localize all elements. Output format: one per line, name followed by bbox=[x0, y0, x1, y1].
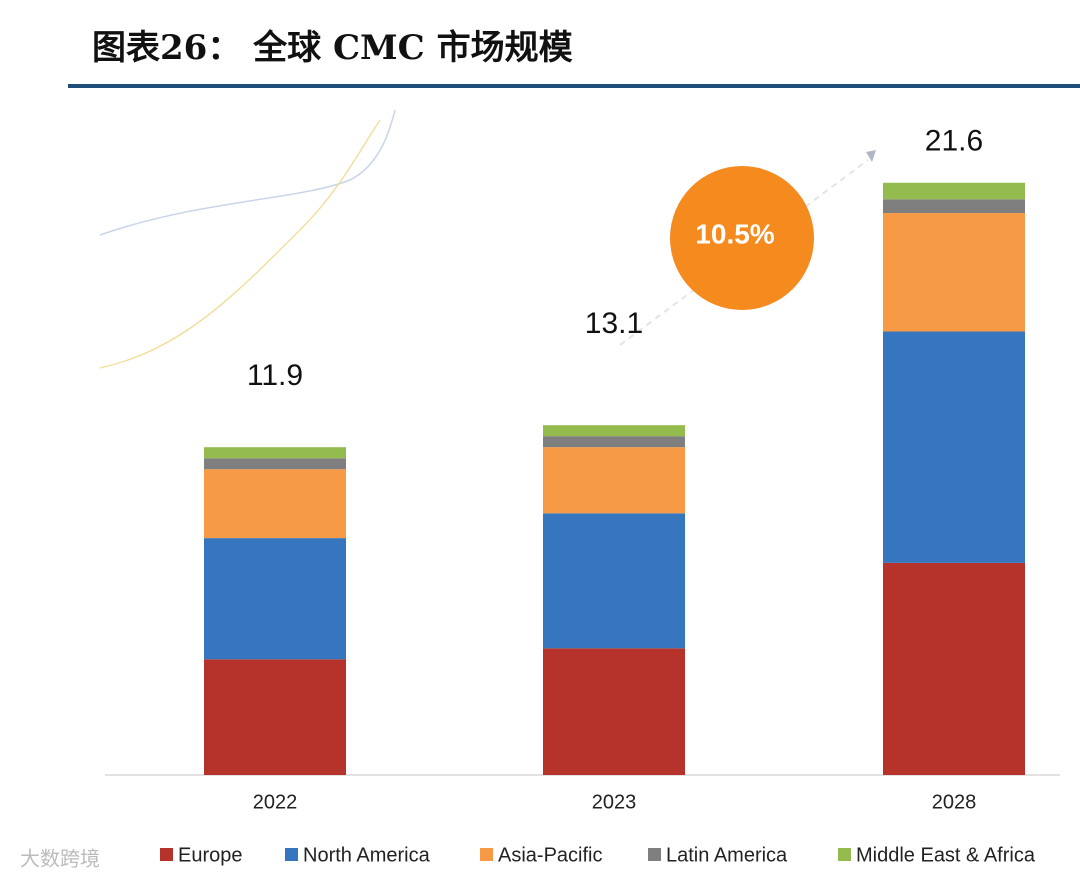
bar-segment bbox=[543, 425, 685, 437]
bar-segment bbox=[204, 458, 346, 470]
bar-segment bbox=[204, 659, 346, 775]
total-label: 13.1 bbox=[585, 307, 643, 340]
decor-line bbox=[99, 119, 381, 369]
bar-segment bbox=[204, 538, 346, 660]
bar-segment bbox=[543, 436, 685, 448]
legend-label: Middle East & Africa bbox=[856, 844, 1036, 866]
chart-title: 图表26： 全球 CMC 市场规模 bbox=[92, 28, 573, 68]
bar-segment bbox=[883, 213, 1025, 332]
bar-segment bbox=[204, 469, 346, 539]
bar-segment bbox=[883, 182, 1025, 200]
bar-segment bbox=[543, 513, 685, 649]
x-tick-label: 2023 bbox=[592, 791, 637, 813]
bar-segment bbox=[883, 562, 1025, 775]
bar-segment bbox=[883, 331, 1025, 563]
legend-swatch bbox=[480, 848, 493, 861]
legend-label: Latin America bbox=[666, 844, 788, 866]
bar-segment bbox=[543, 447, 685, 514]
x-tick-label: 2022 bbox=[253, 791, 298, 813]
legend-swatch bbox=[648, 848, 661, 861]
decor-line bbox=[99, 109, 396, 236]
x-tick-label: 2028 bbox=[932, 791, 977, 813]
cagr-badge bbox=[670, 166, 814, 310]
legend-swatch bbox=[838, 848, 851, 861]
legend-swatch bbox=[285, 848, 298, 861]
legend-swatch bbox=[160, 848, 173, 861]
arrow-head bbox=[866, 150, 876, 162]
total-label: 11.9 bbox=[247, 359, 303, 392]
legend-label: North America bbox=[303, 844, 431, 866]
bar-segment bbox=[883, 199, 1025, 214]
cagr-label: 10.5% bbox=[695, 218, 774, 249]
watermark: 大数跨境 bbox=[20, 847, 100, 870]
legend-label: Asia-Pacific bbox=[498, 844, 602, 866]
bar-segment bbox=[543, 648, 685, 775]
total-label: 21.6 bbox=[925, 125, 983, 158]
legend-label: Europe bbox=[178, 844, 243, 866]
bar-segment bbox=[204, 447, 346, 459]
